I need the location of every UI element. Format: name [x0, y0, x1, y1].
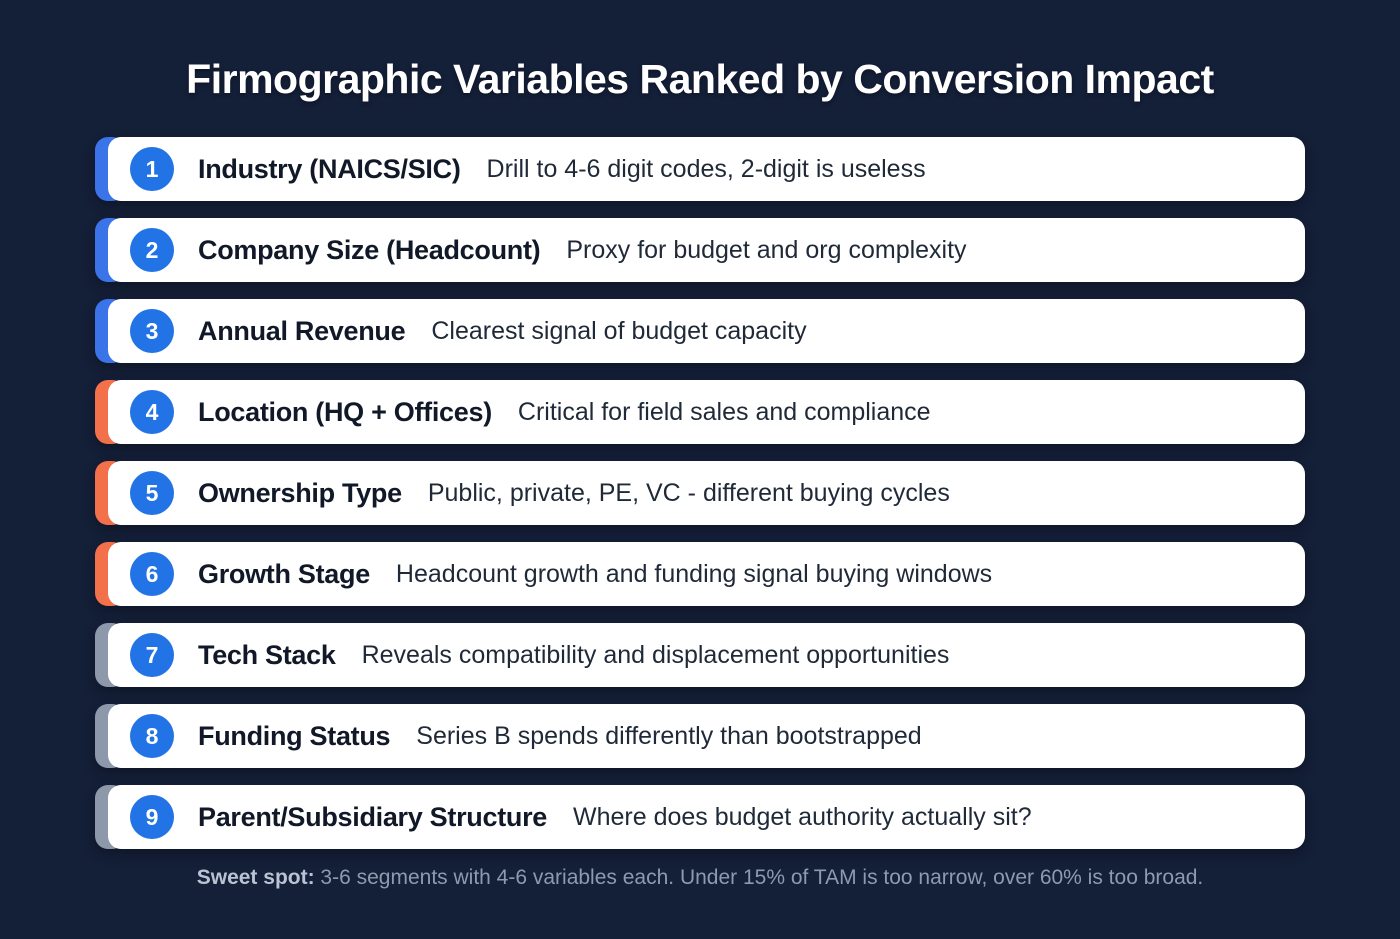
list-item: 7 Tech Stack Reveals compatibility and d…	[95, 623, 1305, 687]
footer-note-text: 3-6 segments with 4-6 variables each. Un…	[314, 866, 1204, 889]
item-description: Where does budget authority actually sit…	[573, 802, 1032, 831]
item-label: Ownership Type	[198, 477, 402, 508]
list-item-card: 2 Company Size (Headcount) Proxy for bud…	[108, 218, 1305, 282]
item-description: Critical for field sales and compliance	[517, 397, 931, 426]
item-label: Annual Revenue	[198, 315, 406, 346]
list-item: 9 Parent/Subsidiary Structure Where does…	[95, 785, 1305, 849]
list-item: 6 Growth Stage Headcount growth and fund…	[95, 542, 1305, 606]
list-item: 2 Company Size (Headcount) Proxy for bud…	[95, 218, 1305, 282]
list-item: 8 Funding Status Series B spends differe…	[95, 704, 1305, 768]
item-label: Growth Stage	[198, 558, 370, 589]
rank-badge: 7	[130, 633, 174, 677]
rank-badge: 1	[130, 147, 174, 191]
item-label: Parent/Subsidiary Structure	[198, 801, 548, 832]
list-item: 4 Location (HQ + Offices) Critical for f…	[95, 380, 1305, 444]
rank-badge: 9	[130, 795, 174, 839]
list-item-card: 8 Funding Status Series B spends differe…	[108, 704, 1305, 768]
list-item-card: 7 Tech Stack Reveals compatibility and d…	[108, 623, 1305, 687]
list-item-card: 9 Parent/Subsidiary Structure Where does…	[108, 785, 1305, 849]
rank-badge: 6	[130, 552, 174, 596]
item-description: Series B spends differently than bootstr…	[416, 721, 922, 750]
item-description: Clearest signal of budget capacity	[431, 316, 807, 345]
item-label: Industry (NAICS/SIC)	[198, 153, 461, 184]
list-item-card: 4 Location (HQ + Offices) Critical for f…	[108, 380, 1305, 444]
item-description: Public, private, PE, VC - different buyi…	[427, 478, 950, 507]
item-label: Company Size (Headcount)	[198, 234, 541, 265]
list-item-card: 1 Industry (NAICS/SIC) Drill to 4-6 digi…	[108, 137, 1305, 201]
ranked-list: 1 Industry (NAICS/SIC) Drill to 4-6 digi…	[95, 137, 1305, 849]
footer-note-label: Sweet spot:	[196, 866, 315, 889]
item-description: Reveals compatibility and displacement o…	[361, 640, 950, 669]
page-title: Firmographic Variables Ranked by Convers…	[186, 56, 1214, 102]
list-item: 3 Annual Revenue Clearest signal of budg…	[95, 299, 1305, 363]
item-description: Proxy for budget and org complexity	[566, 235, 967, 264]
list-item: 5 Ownership Type Public, private, PE, VC…	[95, 461, 1305, 525]
list-item-card: 5 Ownership Type Public, private, PE, VC…	[108, 461, 1305, 525]
item-label: Location (HQ + Offices)	[198, 396, 492, 427]
rank-badge: 2	[130, 228, 174, 272]
item-label: Funding Status	[198, 720, 391, 751]
list-item: 1 Industry (NAICS/SIC) Drill to 4-6 digi…	[95, 137, 1305, 201]
rank-badge: 4	[130, 390, 174, 434]
list-item-card: 6 Growth Stage Headcount growth and fund…	[108, 542, 1305, 606]
item-description: Headcount growth and funding signal buyi…	[395, 559, 993, 588]
rank-badge: 5	[130, 471, 174, 515]
list-item-card: 3 Annual Revenue Clearest signal of budg…	[108, 299, 1305, 363]
item-label: Tech Stack	[198, 639, 336, 670]
rank-badge: 8	[130, 714, 174, 758]
item-description: Drill to 4-6 digit codes, 2-digit is use…	[486, 154, 926, 183]
footer-note: Sweet spot: 3-6 segments with 4-6 variab…	[95, 866, 1305, 890]
rank-badge: 3	[130, 309, 174, 353]
